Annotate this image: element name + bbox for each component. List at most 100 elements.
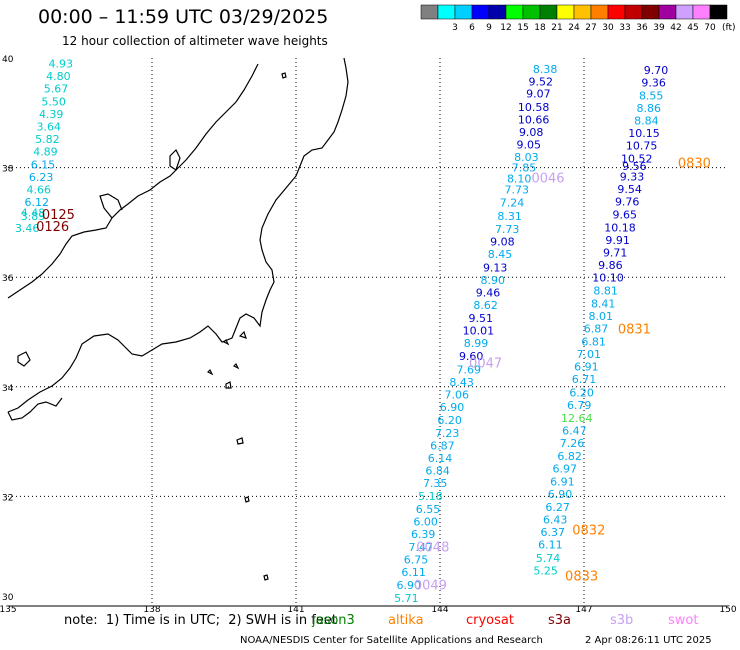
wave-height-value: 6.11 — [401, 566, 426, 579]
wave-height-value: 6.90 — [397, 579, 422, 592]
legend-swatch — [437, 4, 456, 20]
color-legend: 3 6 9 12 15 18 21 24 27 30 33 36 39 42 45 70 (ft) — [420, 4, 736, 33]
wave-height-value: 8.41 — [591, 298, 616, 311]
legend-swatch — [556, 4, 575, 20]
wave-height-value: 8.31 — [497, 210, 522, 223]
small-island-6 — [206, 368, 214, 376]
wave-height-value: 10.15 — [628, 127, 660, 140]
wave-height-value: 6.00 — [413, 516, 438, 529]
wave-height-value: 9.56 — [622, 160, 647, 173]
miyake-island — [225, 381, 232, 389]
altimeter-tracks: 4.934.805.675.504.393.645.824.896.156.23… — [15, 57, 668, 604]
map-subtitle: 12 hour collection of altimeter wave hei… — [62, 34, 328, 48]
legend-swatch — [590, 4, 609, 20]
wave-height-value: 7.01 — [577, 348, 602, 361]
wave-height-value: 10.01 — [463, 324, 495, 337]
legend-swatch — [658, 4, 677, 20]
pass-time-label: 0831 — [618, 323, 651, 338]
wave-height-value: 6.82 — [557, 450, 582, 463]
noto-peninsula — [99, 193, 123, 219]
lon-tick-label: 135 — [0, 605, 17, 615]
satellite-label-cryosat: cryosat — [466, 613, 514, 628]
sado-island — [169, 148, 181, 171]
wave-height-value: 6.12 — [25, 196, 50, 209]
wave-height-value: 8.55 — [639, 89, 664, 102]
wave-height-value: 9.36 — [641, 77, 666, 90]
wave-height-value: 9.60 — [459, 350, 484, 363]
wave-height-value: 9.13 — [483, 261, 508, 274]
kii-peninsula — [7, 397, 63, 421]
map-title: 00:00 – 11:59 UTC 03/29/2025 — [38, 6, 329, 28]
wave-height-value: 6.27 — [545, 501, 570, 514]
wave-height-value: 6.20 — [569, 386, 594, 399]
wave-height-value: 9.70 — [644, 64, 669, 77]
legend-label: 30 — [602, 23, 614, 33]
legend-swatch — [505, 4, 524, 20]
legend-swatch — [454, 4, 473, 20]
wave-height-value: 9.33 — [620, 170, 645, 183]
wave-height-value: 6.90 — [548, 488, 573, 501]
wave-height-value: 6.87 — [584, 323, 609, 336]
wave-height-value: 9.52 — [529, 76, 554, 89]
wave-height-value: 9.07 — [526, 88, 551, 101]
wave-height-value: 7.47 — [409, 541, 434, 554]
wave-height-value: 5.71 — [394, 592, 419, 605]
wave-height-value: 6.15 — [31, 158, 56, 171]
legend-swatch — [488, 4, 507, 20]
wave-height-value: 10.18 — [604, 221, 636, 234]
wave-height-value: 8.62 — [473, 299, 498, 312]
wave-height-value: 7.73 — [495, 223, 520, 236]
small-island-3 — [281, 72, 287, 79]
wave-height-value: 4.48 — [21, 207, 46, 220]
wave-height-value: 6.97 — [553, 462, 578, 475]
wave-height-value: 6.81 — [581, 335, 606, 348]
wave-height-value: 6.43 — [543, 513, 568, 526]
wave-height-value: 9.51 — [469, 312, 494, 325]
wave-height-value: 4.93 — [49, 57, 74, 70]
pass-time-label: 0046 — [531, 171, 564, 186]
wave-height-value: 7.35 — [423, 477, 448, 490]
wave-height-value: 5.74 — [536, 552, 561, 565]
pass-time-label: 0048 — [416, 540, 449, 555]
wave-height-value: 6.90 — [440, 401, 465, 414]
lon-tick-label: 147 — [575, 605, 592, 615]
credit-text: NOAA/NESDIS Center for Satellite Applica… — [240, 635, 543, 646]
wave-height-value: 4.66 — [26, 184, 51, 197]
note-text: note: 1) Time is in UTC; 2) SWH is in fe… — [64, 613, 337, 628]
wave-height-value: 3.46 — [15, 222, 40, 235]
wave-height-value: 5.18 — [418, 490, 443, 503]
wave-height-value: 5.50 — [41, 95, 66, 108]
wave-height-value: 8.84 — [634, 114, 659, 127]
wave-height-value: 6.84 — [425, 465, 450, 478]
wave-height-value: 8.86 — [637, 102, 662, 115]
legend-unit: (ft) — [722, 23, 736, 33]
awaji-island — [17, 351, 31, 367]
lat-tick-label: 40 — [2, 55, 14, 65]
satellite-label-altika: altika — [388, 613, 424, 628]
satellite-label-s3a: s3a — [548, 613, 572, 628]
wave-height-value: 6.91 — [574, 361, 599, 374]
wave-height-value: 5.25 — [533, 564, 558, 577]
wave-height-value: 7.69 — [457, 363, 482, 376]
lon-tick-label: 138 — [143, 605, 160, 615]
wave-height-value: 8.03 — [514, 151, 539, 164]
coastline — [7, 57, 349, 581]
legend-label: 39 — [653, 23, 665, 33]
japan-sea-coast — [7, 63, 259, 299]
wave-height-value: 6.47 — [562, 425, 587, 438]
legend-swatch — [692, 4, 711, 20]
legend-swatch — [624, 4, 643, 20]
legend-label: 9 — [486, 23, 492, 33]
legend-swatch — [709, 4, 728, 20]
satellite-label-swot: swot — [668, 613, 699, 628]
wave-height-value: 7.85 — [512, 162, 537, 175]
pass-time-label: 0832 — [572, 523, 605, 538]
wave-height-value: 6.23 — [29, 171, 54, 184]
wave-height-value: 10.66 — [518, 113, 550, 126]
wave-height-value: 9.54 — [617, 183, 642, 196]
wave-height-value: 8.90 — [481, 274, 506, 287]
wave-height-value: 4.89 — [33, 146, 58, 159]
legend-label: 3 — [452, 23, 458, 33]
wave-height-value: 8.10 — [507, 173, 532, 186]
wave-height-value: 9.08 — [519, 126, 544, 139]
